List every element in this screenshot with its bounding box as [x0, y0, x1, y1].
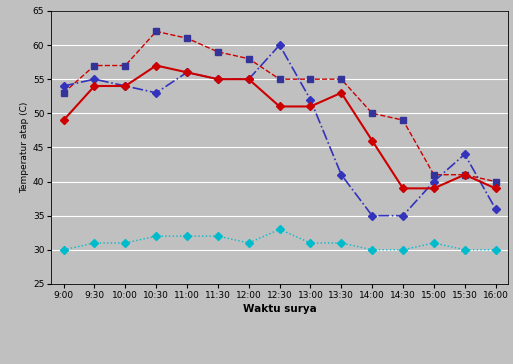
- X-axis label: Waktu surya: Waktu surya: [243, 304, 317, 314]
- Y-axis label: Temperatur atap (C): Temperatur atap (C): [19, 102, 29, 193]
